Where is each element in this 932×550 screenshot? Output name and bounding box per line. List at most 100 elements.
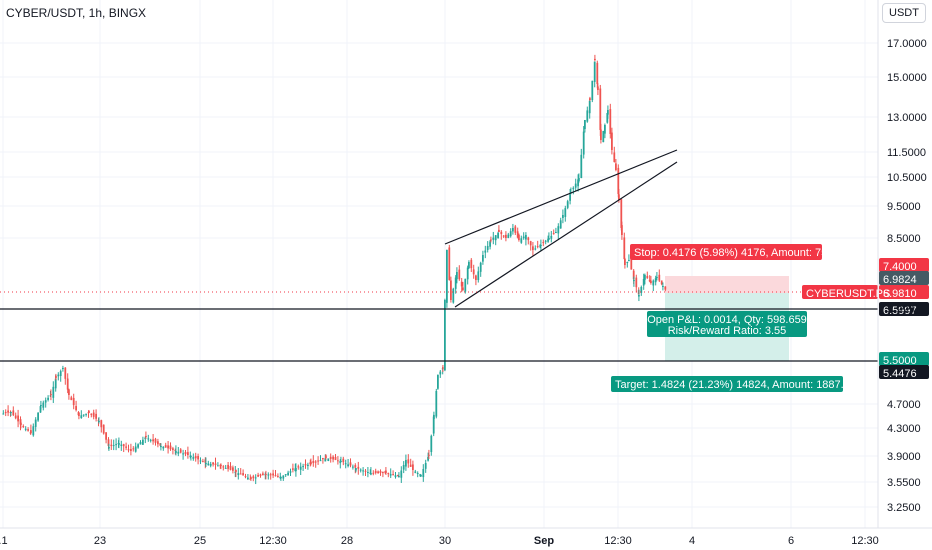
- currency-button[interactable]: USDT: [882, 3, 926, 23]
- candle-body: [624, 258, 626, 265]
- candle-body: [405, 460, 407, 467]
- candle-body: [327, 458, 330, 461]
- candle-body: [466, 267, 469, 280]
- candle-body: [635, 277, 638, 288]
- candle-body: [100, 420, 103, 428]
- candle-body: [310, 461, 312, 464]
- candle-body: [314, 461, 317, 463]
- candle-body: [137, 444, 139, 448]
- time-tick-label: 6: [788, 535, 794, 547]
- pnl-badge: Open P&L: 0.0014, Qty: 598.659Risk/Rewar…: [647, 311, 807, 337]
- candle-body: [564, 208, 567, 217]
- candle-body: [623, 237, 626, 259]
- candle-body: [594, 58, 596, 60]
- price-tick-label: 11.5000: [887, 147, 926, 159]
- candle-body: [611, 132, 613, 150]
- candle-body: [484, 250, 487, 253]
- candle-body: [287, 472, 289, 476]
- drawings[interactable]: [0, 149, 878, 362]
- candle-body: [542, 242, 545, 244]
- candle-body: [177, 451, 180, 454]
- candle-body: [44, 400, 47, 403]
- candle-body: [299, 466, 302, 470]
- candle-body: [400, 470, 403, 478]
- time-tick-label: 28: [341, 535, 353, 547]
- candle-body: [179, 449, 182, 453]
- candle-body: [142, 439, 144, 445]
- time-tick-label: 12:30: [259, 535, 287, 547]
- wedge-upper-line: [444, 149, 678, 245]
- candle-body: [394, 475, 397, 478]
- candle-body: [591, 80, 594, 101]
- candle-body: [277, 475, 279, 477]
- target-price-badge-bg: [879, 352, 929, 366]
- candle-body: [370, 473, 372, 475]
- candle-body: [638, 295, 640, 297]
- candle-body: [52, 386, 55, 398]
- candle-body: [162, 446, 165, 449]
- symbol-title[interactable]: CYBER/USDT, 1h, BINGX: [6, 6, 147, 20]
- candle-body: [175, 451, 177, 454]
- time-tick-label: 23: [94, 535, 106, 547]
- candle-body: [125, 446, 127, 448]
- candle-body: [334, 456, 337, 460]
- candle-body: [307, 464, 309, 466]
- candle-body: [500, 231, 503, 235]
- candle-body: [557, 226, 560, 234]
- candle-body: [490, 239, 492, 241]
- candle-body: [548, 238, 550, 240]
- candle-body: [464, 278, 467, 292]
- candle-body: [646, 275, 649, 279]
- candle-body: [62, 368, 64, 369]
- candle-body: [507, 234, 510, 238]
- candle-body: [525, 235, 527, 240]
- candle-body: [337, 460, 339, 462]
- candle-body: [412, 464, 414, 470]
- candle-body: [382, 472, 384, 474]
- last-price-badge-bg: [879, 285, 929, 299]
- candle-body: [4, 411, 7, 414]
- candle-body: [424, 463, 427, 469]
- pnl-badge-bg: [647, 311, 807, 337]
- candle-body: [295, 468, 297, 472]
- candle-body: [446, 250, 448, 303]
- last-price-badge-text: 6.9810: [883, 288, 917, 300]
- candle-body: [516, 231, 519, 238]
- candle-body: [85, 413, 87, 415]
- candle-body: [359, 469, 362, 471]
- candle-body: [602, 131, 605, 143]
- candle-body: [157, 441, 159, 445]
- candle-body: [105, 432, 107, 440]
- candle-body: [364, 470, 367, 472]
- stop-price-badge: 7.4000: [879, 258, 929, 273]
- candle-body: [498, 229, 500, 232]
- candle-body: [325, 455, 327, 458]
- candle-body: [609, 109, 612, 134]
- candle-body: [169, 445, 172, 450]
- time-tick-label: .1: [0, 535, 8, 547]
- last-price-badge: 6.9810: [879, 285, 929, 300]
- candle-body: [234, 471, 237, 473]
- target-price-badge-text: 5.5000: [883, 355, 917, 367]
- candle-body: [540, 245, 542, 246]
- candle-body: [450, 280, 452, 300]
- candle-body: [514, 226, 517, 233]
- time-tick-label: 25: [194, 535, 206, 547]
- candle-body: [40, 405, 42, 406]
- candle-body: [192, 457, 195, 459]
- candle-body: [118, 443, 120, 445]
- candle-body: [197, 455, 199, 460]
- candle-body: [302, 466, 304, 468]
- candle-body: [90, 413, 93, 415]
- candle-body: [187, 452, 189, 455]
- candle-body: [448, 247, 451, 280]
- candle-body: [355, 468, 357, 471]
- candle-body: [572, 187, 575, 190]
- candle-body: [120, 444, 123, 446]
- candle-body: [20, 422, 22, 425]
- candle-body: [599, 88, 602, 130]
- candle-body: [385, 470, 387, 473]
- candle-body: [374, 470, 377, 473]
